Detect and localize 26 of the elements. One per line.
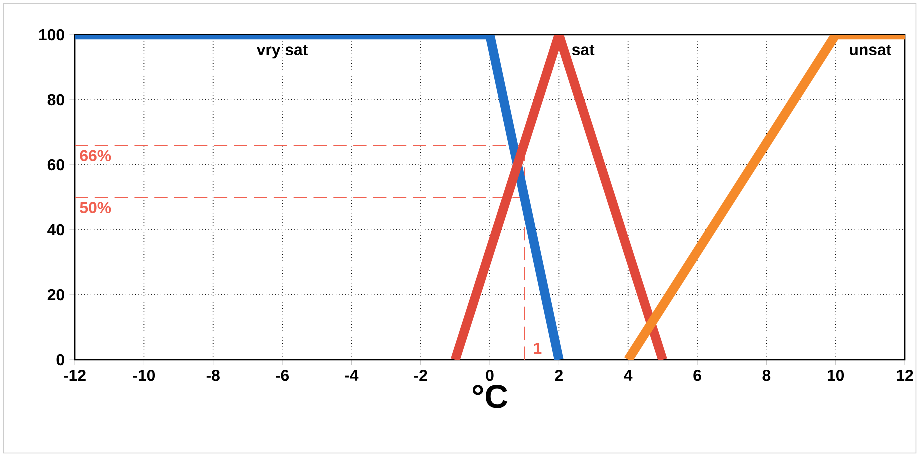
series-label: unsat [850, 45, 892, 56]
y-tick-label: 40 [48, 224, 64, 236]
ref-line-label: 50% [80, 202, 112, 214]
x-tick-label: -6 [276, 370, 290, 382]
y-tick-label: 0 [56, 354, 64, 366]
x-tick-label: 0 [486, 370, 494, 382]
x-tick-label: -12 [64, 370, 86, 382]
ref-line-label: 1 [534, 343, 542, 354]
x-tick-label: 6 [694, 370, 702, 382]
y-tick-label: 60 [48, 159, 64, 171]
x-tick-label: 12 [897, 370, 914, 382]
x-tick-label: -4 [345, 370, 359, 381]
y-tick-label: 100 [39, 29, 64, 41]
x-tick-label: 4 [624, 370, 633, 381]
x-tick-label: 2 [555, 370, 563, 382]
y-tick-label: 20 [48, 289, 64, 301]
series-label: vry sat [256, 45, 308, 59]
x-tick-label: -8 [206, 370, 220, 382]
x-tick-label: -10 [133, 370, 156, 382]
ref-line-label: 66% [80, 150, 112, 162]
x-tick-label: 10 [828, 370, 844, 382]
x-axis-title: °C [472, 385, 508, 408]
y-tick-label: 80 [48, 94, 64, 106]
x-tick-label: 8 [762, 370, 771, 382]
x-tick-label: -2 [414, 370, 428, 382]
series-label: sat [572, 45, 595, 56]
